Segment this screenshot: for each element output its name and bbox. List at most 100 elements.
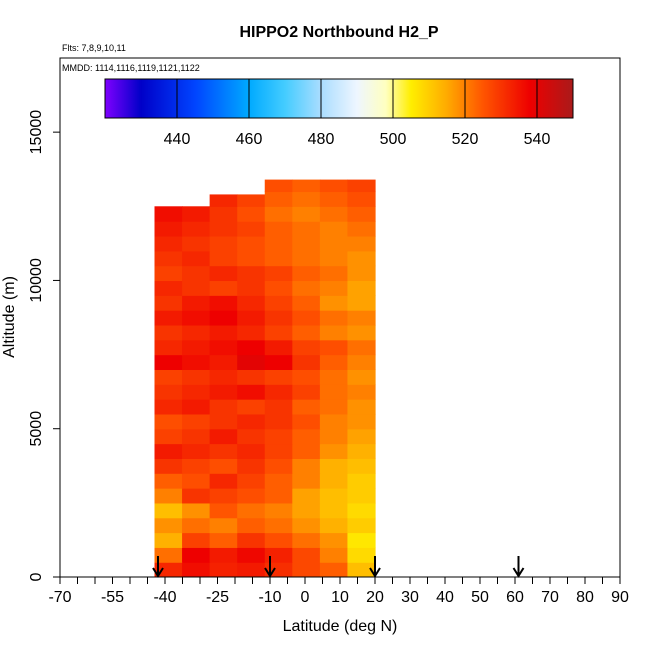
heatmap-cell	[264, 547, 293, 563]
heatmap-cell	[209, 310, 238, 326]
heatmap-cell	[237, 250, 266, 267]
heatmap-cell	[182, 562, 211, 577]
heatmap-cell	[347, 413, 376, 430]
heatmap-cell	[182, 488, 211, 504]
heatmap-cell	[347, 473, 376, 489]
x-tick-label: -70	[48, 589, 71, 606]
heatmap-cell	[209, 295, 238, 311]
x-tick-label: 60	[506, 589, 524, 606]
heatmap-cell	[209, 235, 238, 252]
heatmap-cell	[209, 413, 238, 430]
heatmap-cell	[292, 221, 321, 237]
heatmap-cell	[209, 339, 238, 356]
heatmap-cell	[292, 179, 321, 193]
heatmap-cell	[182, 280, 211, 296]
heatmap-cell	[209, 502, 238, 519]
heatmap-cell	[264, 473, 293, 489]
heatmap-cell	[292, 413, 321, 430]
heatmap-cell	[319, 458, 349, 474]
heatmap-cell	[154, 413, 183, 430]
y-tick-label: 0	[28, 572, 45, 581]
heatmap-cell	[154, 517, 183, 534]
heatmap-cell	[182, 221, 211, 237]
heatmap-cell	[154, 354, 183, 370]
heatmap-cell	[154, 295, 183, 311]
heatmap-cell	[237, 488, 266, 504]
heatmap-cell	[237, 443, 266, 459]
heatmap-cell	[209, 280, 238, 296]
heatmap-cell	[154, 206, 183, 222]
heatmap-cell	[347, 428, 376, 445]
heatmap-cell	[319, 547, 349, 563]
heatmap-cell	[209, 354, 238, 370]
heatmap-cell	[319, 324, 349, 341]
heatmap-cell	[292, 443, 321, 459]
heatmap-cell	[347, 265, 376, 282]
heatmap-cell	[319, 206, 349, 222]
heatmap-cell	[154, 339, 183, 356]
heatmap-cell	[237, 562, 266, 577]
heatmap-cell	[264, 206, 293, 222]
y-tick-label: 10000	[28, 258, 45, 303]
heatmap-cell	[264, 458, 293, 474]
heatmap-cell	[154, 458, 183, 474]
colorbar-tick-label: 440	[164, 131, 191, 148]
heatmap-cell	[264, 250, 293, 267]
heatmap-cell	[292, 502, 321, 519]
heatmap-cell	[237, 547, 266, 563]
heatmap-cell	[182, 265, 211, 282]
heatmap-cell	[182, 354, 211, 370]
y-tick-label: 5000	[28, 411, 45, 447]
heatmap-cell	[319, 179, 349, 193]
heatmap-cell	[347, 339, 376, 356]
heatmap-cell	[319, 502, 349, 519]
heatmap-cell	[319, 488, 349, 504]
heatmap-cell	[292, 428, 321, 445]
heatmap-cell	[182, 235, 211, 252]
heatmap-cell	[237, 339, 266, 356]
heatmap-cell	[237, 206, 266, 222]
heatmap-cell	[182, 310, 211, 326]
heatmap-cell	[319, 443, 349, 459]
heatmap-cell	[237, 517, 266, 534]
heatmap-cell	[319, 384, 349, 400]
heatmap-cell	[292, 562, 321, 577]
heatmap-cell	[154, 324, 183, 341]
heatmap-cell	[319, 310, 349, 326]
heatmap-cell	[182, 339, 211, 356]
heatmap-cell	[237, 194, 266, 207]
heatmap-cell	[347, 532, 376, 548]
x-tick-label: 0	[301, 589, 310, 606]
heatmap-cell	[347, 221, 376, 237]
colorbar-tick-label: 460	[236, 131, 263, 148]
heatmap-cell	[319, 354, 349, 370]
x-tick-label: -40	[153, 589, 176, 606]
heatmap-cell	[182, 428, 211, 445]
heatmap-cell	[154, 502, 183, 519]
heatmap-cell	[264, 265, 293, 282]
heatmap-cell	[292, 354, 321, 370]
heatmap-cell	[319, 562, 349, 577]
heatmap-cell	[347, 488, 376, 504]
heatmap-cell	[237, 354, 266, 370]
heatmap-cell	[319, 399, 349, 415]
x-tick-label: 70	[541, 589, 559, 606]
profile-arrow-head	[369, 567, 381, 578]
heatmap-cell	[237, 458, 266, 474]
heatmap-cell	[154, 443, 183, 459]
x-tick-label: 90	[611, 589, 629, 606]
heatmap-cell	[154, 265, 183, 282]
heatmap-cell	[209, 399, 238, 415]
heatmap-cell	[347, 502, 376, 519]
heatmap-cell	[292, 532, 321, 548]
heatmap-cell	[154, 532, 183, 548]
heatmap-cell	[347, 280, 376, 296]
heatmap-cell	[264, 488, 293, 504]
heatmap-cell	[264, 502, 293, 519]
heatmap-cell	[264, 369, 293, 385]
heatmap-cell	[209, 384, 238, 400]
x-axis: -70 -55 -40 -25 -10 0 10 20 30 40 50 60 70 80 90	[48, 576, 629, 606]
heatmap-cell	[264, 399, 293, 415]
heatmap-cell	[209, 458, 238, 474]
heatmap-cell	[347, 443, 376, 459]
